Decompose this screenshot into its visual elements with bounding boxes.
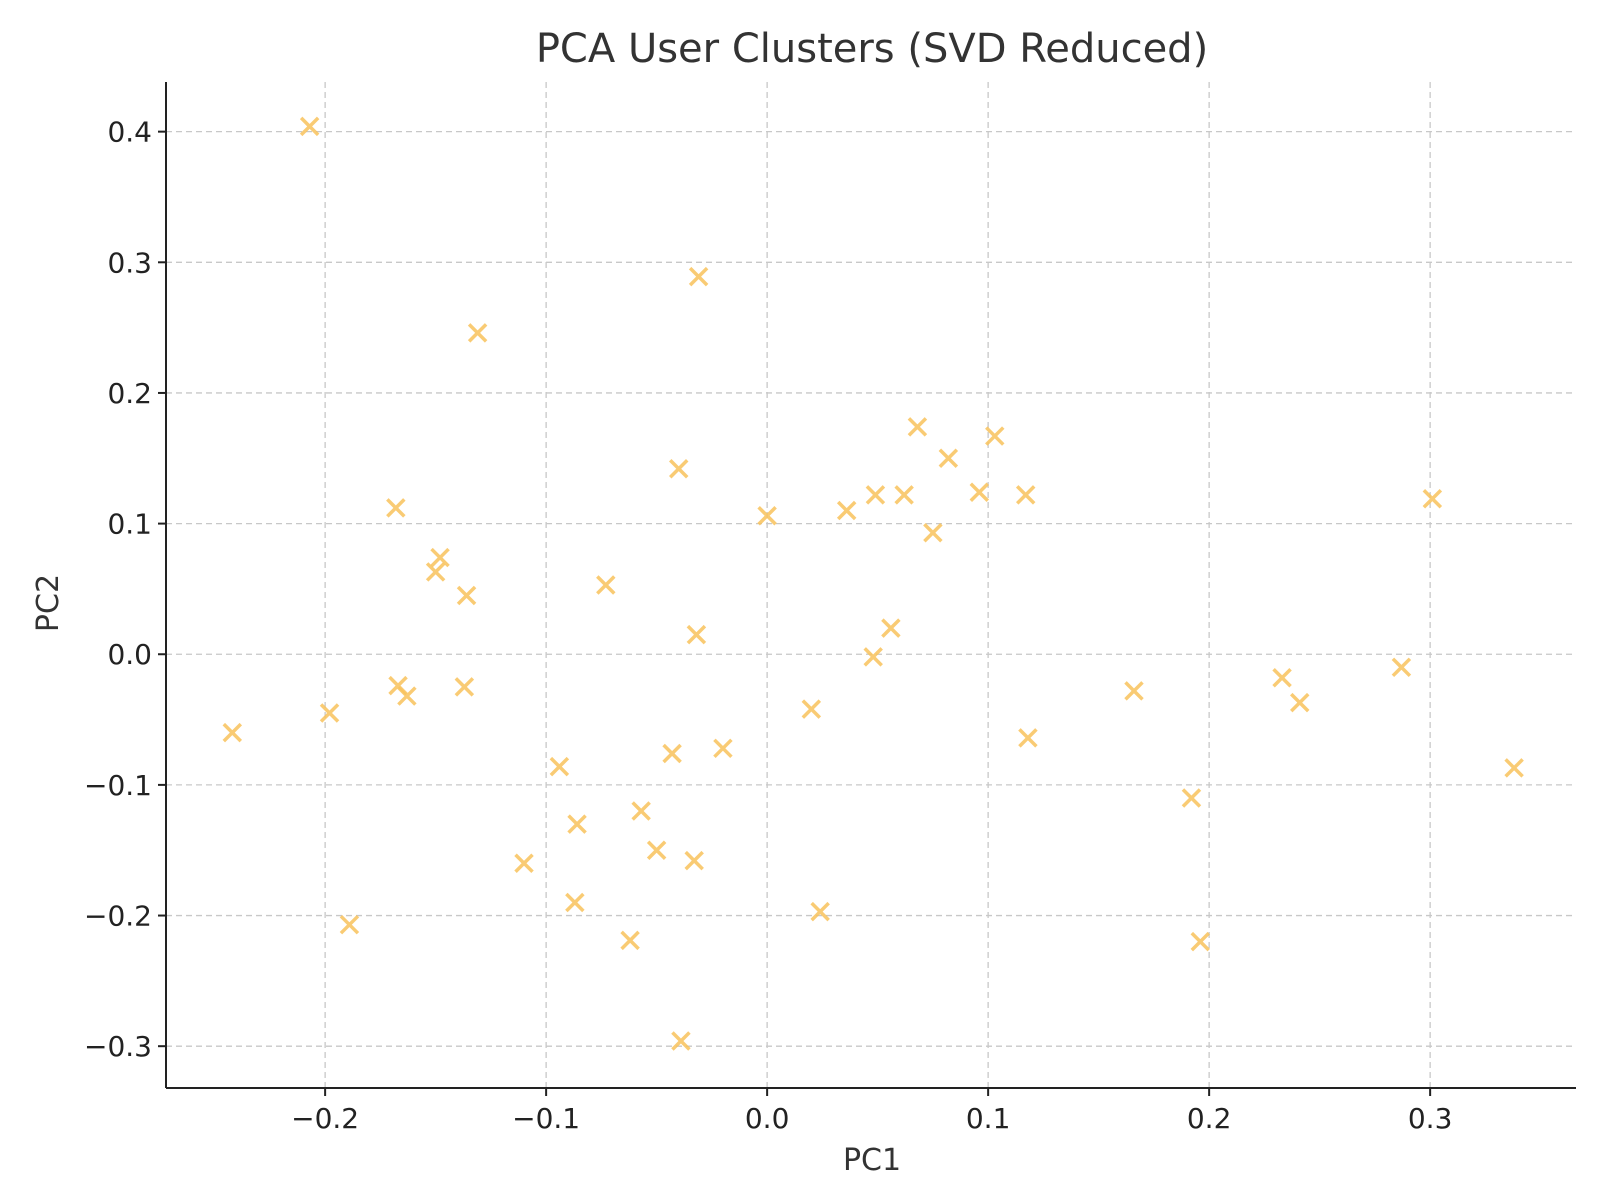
scatter-point [1504, 758, 1524, 778]
axes-layer [165, 82, 1576, 1089]
scatter-point [985, 426, 1005, 446]
scatter-point [969, 482, 990, 502]
scatter-point [631, 801, 651, 821]
scatter-point [894, 485, 914, 505]
scatter-point [836, 500, 857, 521]
scatter-point [881, 618, 901, 638]
x-tick-label: 0.0 [745, 1102, 790, 1135]
scatter-point [668, 458, 689, 479]
y-tick-label: 0.2 [107, 377, 152, 410]
scatter-point [1190, 931, 1211, 952]
y-tick-label: −0.3 [84, 1030, 152, 1063]
x-tick-label: −0.1 [512, 1102, 580, 1135]
scatter-point [810, 901, 830, 922]
scatter-point [923, 523, 943, 543]
x-tick-label: 0.1 [966, 1102, 1011, 1135]
y-tick-label: 0.3 [107, 246, 152, 279]
scatter-point [1015, 485, 1036, 505]
x-tick-label: −0.2 [291, 1102, 359, 1135]
scatter-point [713, 738, 733, 759]
scatter-point [1018, 728, 1038, 748]
scatter-point [1290, 692, 1310, 713]
scatter-point [686, 624, 707, 645]
scatter-point [757, 506, 777, 526]
scatter-point [662, 743, 682, 764]
scatter-point [688, 266, 709, 287]
scatter-point [1124, 681, 1144, 701]
scatter-point [386, 498, 406, 518]
y-tick-label: 0.4 [107, 116, 152, 149]
scatter-point [620, 930, 640, 951]
scatter-point [801, 699, 822, 719]
scatter-point [299, 116, 320, 137]
y-tick-label: 0.1 [107, 508, 152, 541]
y-tick-label: 0.0 [107, 638, 152, 671]
scatter-point [1272, 668, 1292, 688]
scatter-point [514, 853, 534, 874]
scatter-point [671, 1031, 691, 1051]
scatter-point [222, 722, 243, 743]
scatter-point [938, 448, 959, 469]
scatter-point [454, 677, 475, 697]
scatter-point [339, 914, 360, 935]
scatter-point [1391, 657, 1412, 678]
scatter-point [907, 417, 928, 437]
y-tick-label: −0.2 [84, 900, 152, 933]
scatter-point [863, 647, 883, 667]
x-axis-label: PC1 [843, 1143, 901, 1178]
scatter-point [646, 840, 667, 860]
chart-title: PCA User Clusters (SVD Reduced) [536, 26, 1208, 72]
scatter-point [467, 323, 488, 343]
scatter-point [596, 575, 616, 595]
scatter-point [425, 562, 446, 582]
scatter-point [865, 485, 886, 505]
scatter-point [430, 547, 450, 568]
scatter-point [549, 756, 570, 777]
grid-layer [166, 82, 1576, 1088]
x-tick-label: 0.2 [1187, 1102, 1232, 1135]
scatter-point [397, 686, 417, 706]
scatter-point [456, 585, 477, 606]
ticks-layer: −0.2 −0.1 0.0 0.1 0.2 0.3 −0.3 −0.2 −0.1 0.0 0.1 0.… [84, 116, 1452, 1135]
y-tick-label: −0.1 [84, 769, 152, 802]
scatter-point [565, 892, 585, 913]
scatter-point [684, 850, 704, 871]
points-layer [222, 116, 1524, 1051]
scatter-point [319, 703, 340, 723]
y-axis-label: PC2 [31, 574, 66, 632]
scatter-point [1181, 788, 1202, 808]
scatter-point [567, 814, 587, 834]
x-tick-label: 0.3 [1408, 1102, 1453, 1135]
scatter-point [1422, 489, 1443, 509]
